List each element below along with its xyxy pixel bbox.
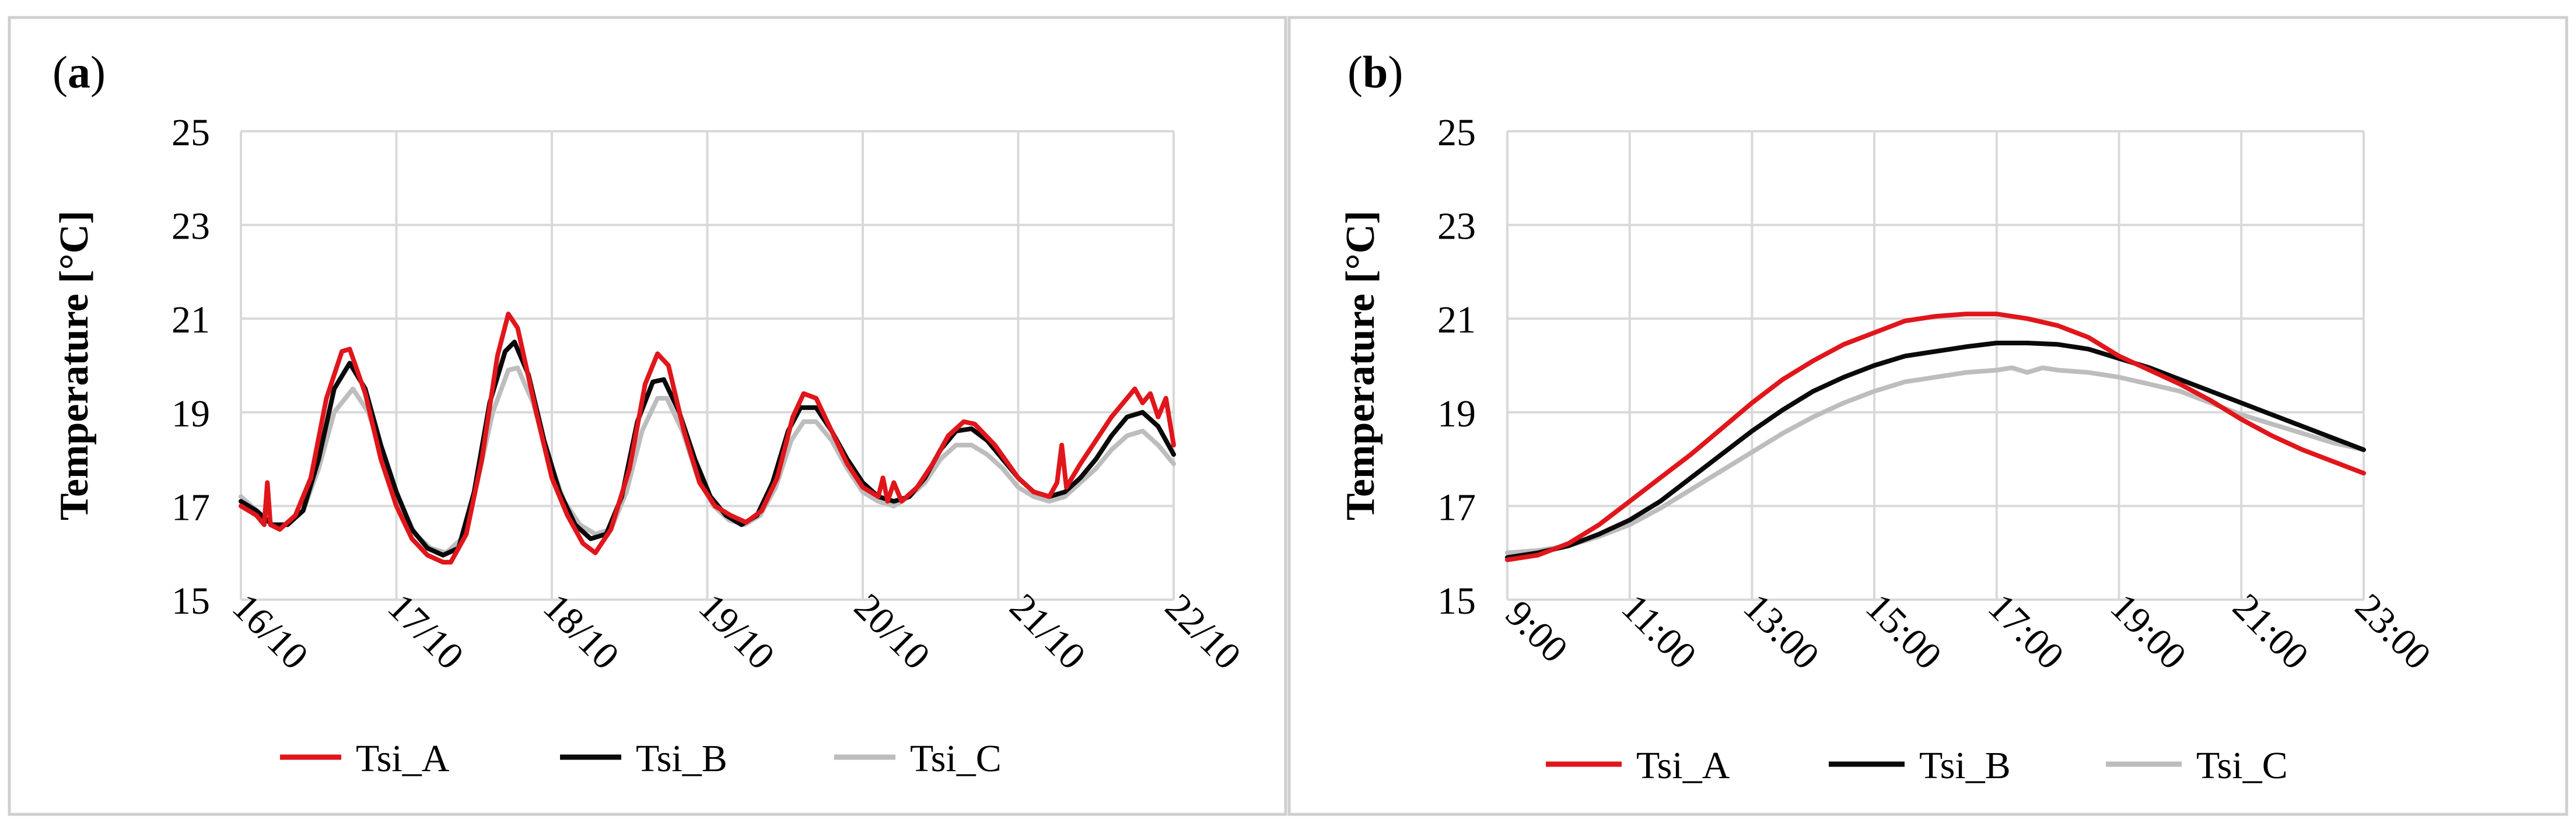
y-tick-label: 21 <box>1437 299 1476 341</box>
y-tick-label: 19 <box>1437 393 1476 435</box>
legend-label-tsi-c: Tsi_C <box>910 737 1002 780</box>
y-tick-label: 23 <box>1437 205 1476 248</box>
panel-b-frame <box>1287 16 2568 816</box>
y-tick-label: 21 <box>172 299 210 341</box>
y-tick-label: 15 <box>172 580 210 622</box>
y-axis-label: Temperature [°C] <box>1338 211 1383 521</box>
series-line-tsi-a <box>239 312 1176 565</box>
y-tick-label: 25 <box>172 111 210 154</box>
y-tick-label: 19 <box>172 393 210 435</box>
y-tick-label: 25 <box>1437 111 1476 154</box>
legend-label-tsi-a: Tsi_A <box>1636 744 1730 787</box>
y-tick-label: 17 <box>1437 486 1476 528</box>
series-line-tsi-b <box>1505 341 2366 560</box>
y-tick-label: 17 <box>172 486 210 528</box>
y-tick-label: 23 <box>172 205 210 248</box>
legend-label-tsi-b: Tsi_B <box>636 737 727 780</box>
legend-label-tsi-c: Tsi_C <box>2196 744 2288 787</box>
y-tick-label: 15 <box>1437 580 1476 622</box>
legend-label-tsi-a: Tsi_A <box>356 737 450 780</box>
panel-a-label: (a) <box>52 47 106 97</box>
legend-label-tsi-b: Tsi_B <box>1919 744 2011 787</box>
legend-a: Tsi_A Tsi_B Tsi_C <box>280 737 1002 780</box>
y-axis-label: Temperature [°C] <box>52 211 97 521</box>
series-line-tsi-a <box>1505 312 2366 562</box>
legend-b: Tsi_A Tsi_B Tsi_C <box>1546 744 2288 787</box>
panel-b-label: (b) <box>1348 47 1403 97</box>
